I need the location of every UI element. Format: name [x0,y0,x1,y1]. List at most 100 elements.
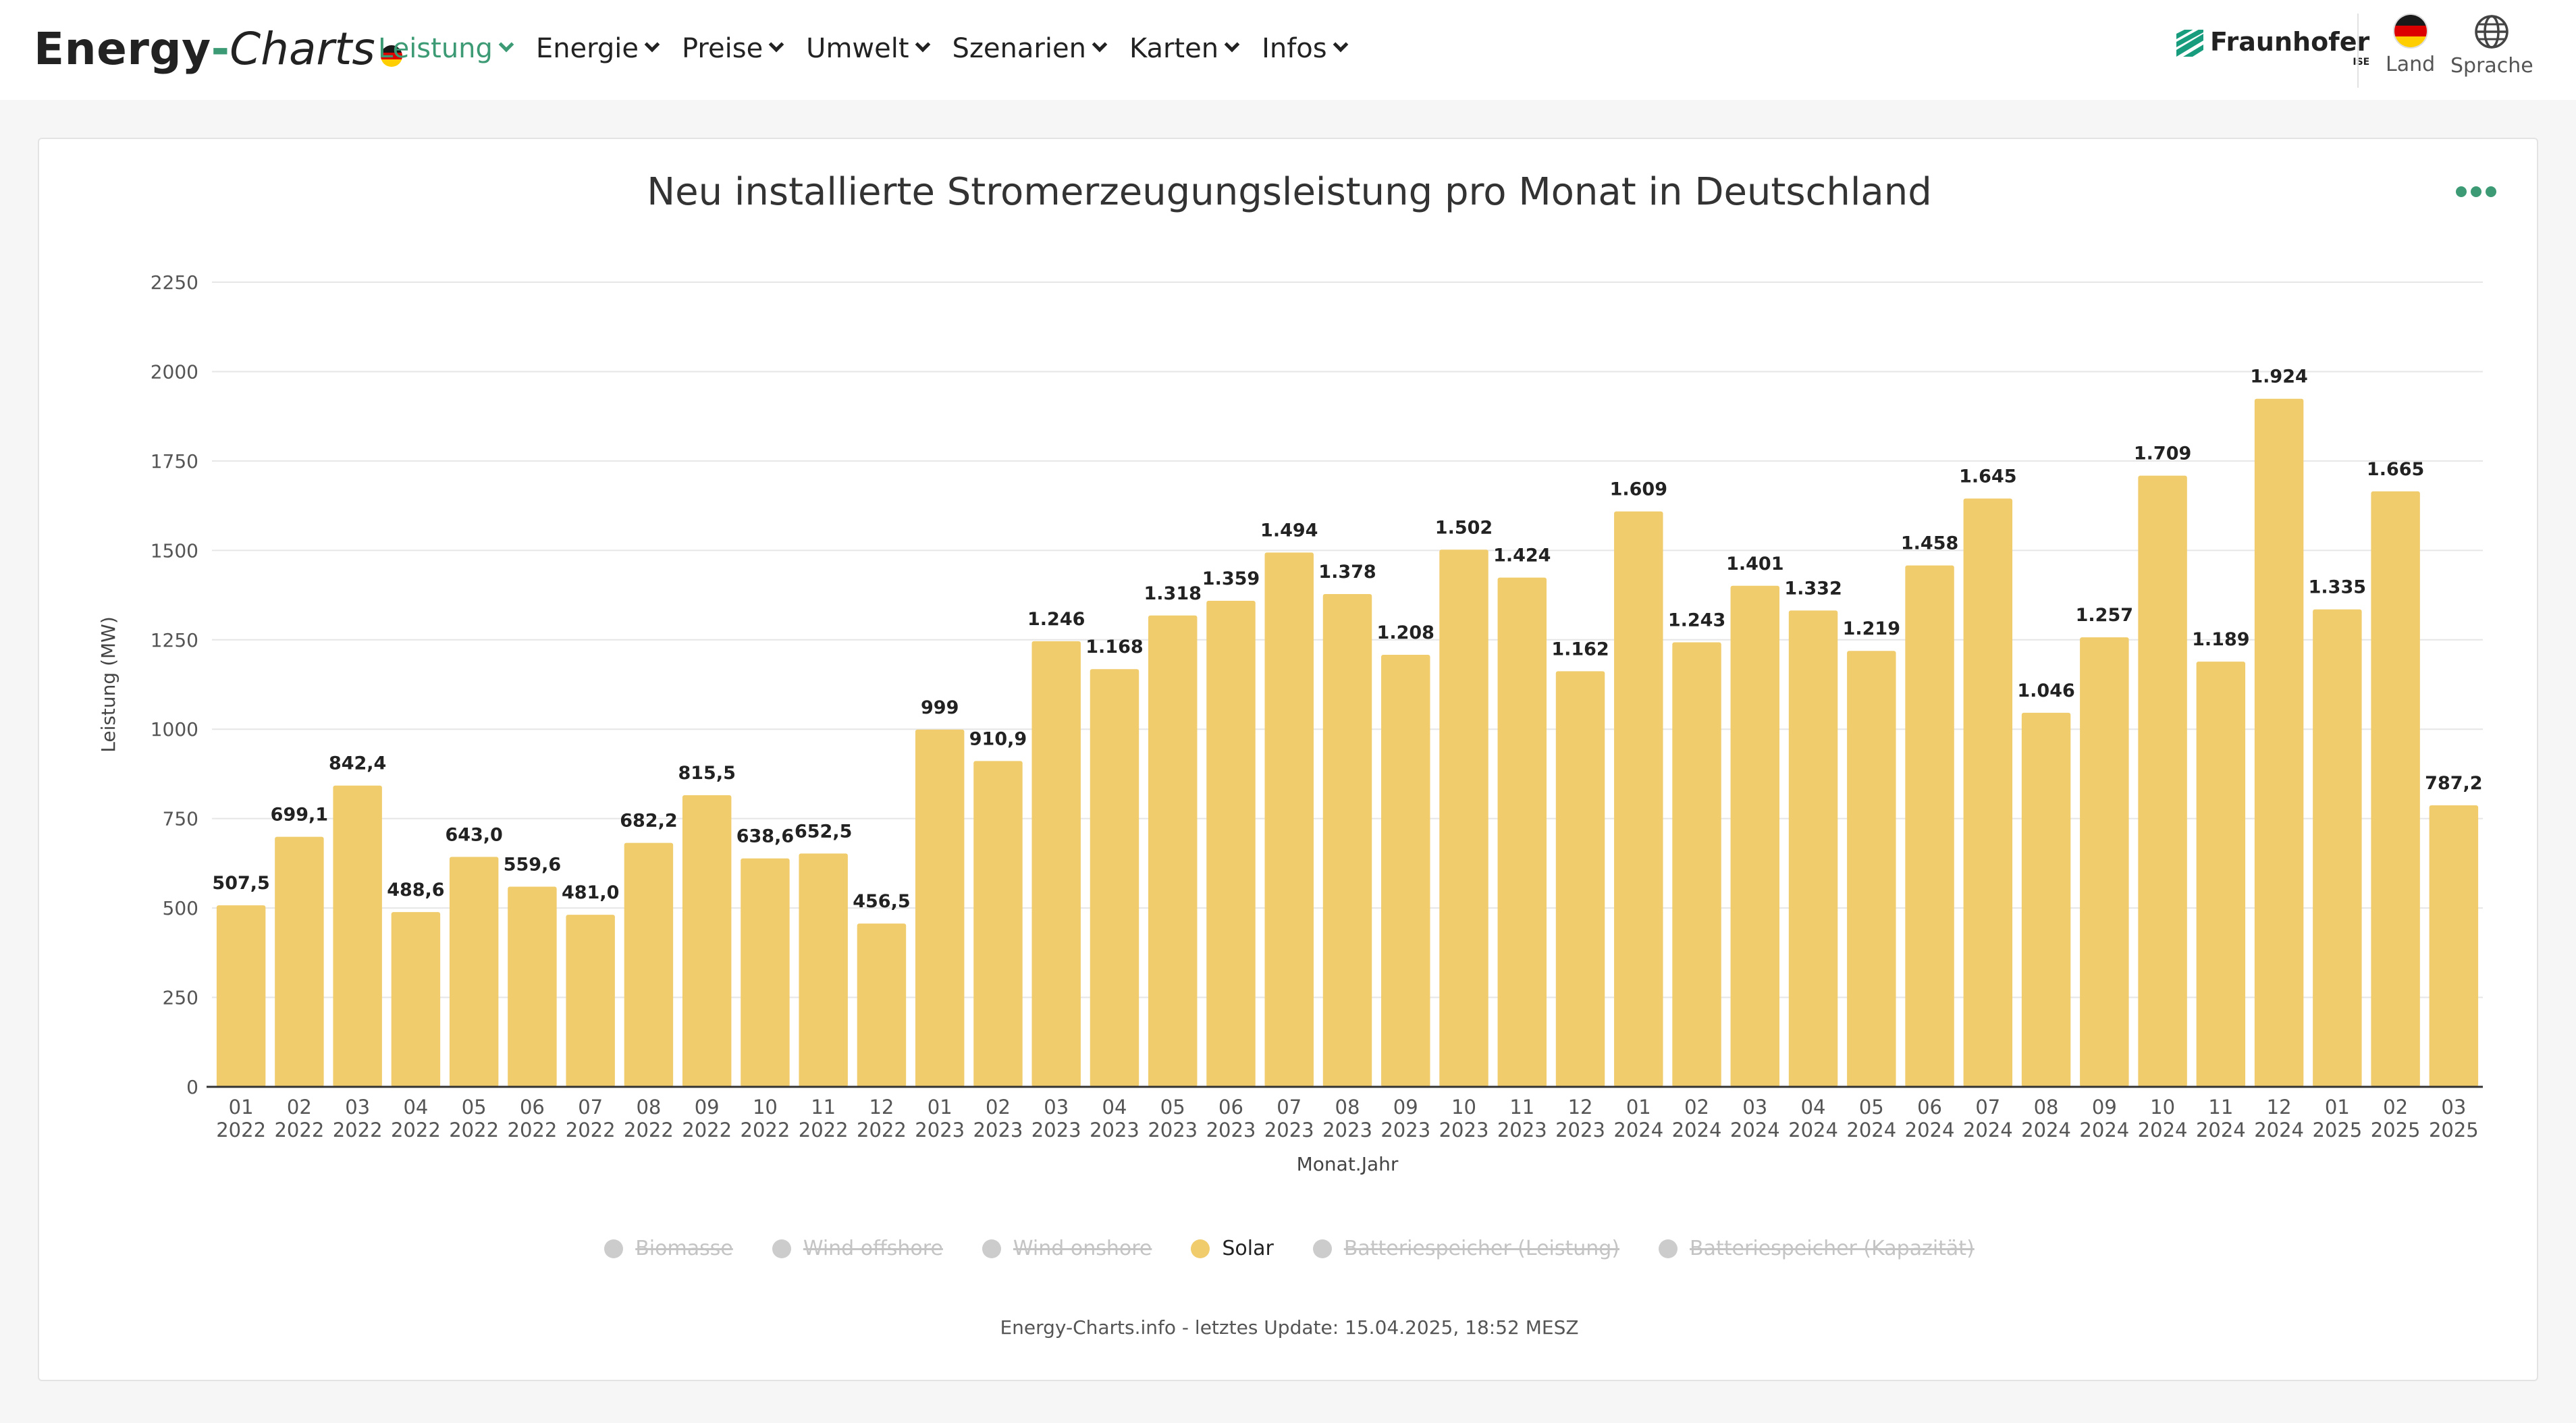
language-selector-button[interactable]: Sprache [2450,14,2533,88]
bar-solar [2429,805,2479,1087]
bar-chart-plot: 0 250 500 750 1000 1250 1500 1750 2000 2250 Leistu… [97,271,2483,1175]
nav-item-umwelt[interactable]: Umwelt [806,28,930,69]
nav-item-infos[interactable]: Infos [1262,28,1348,69]
bar-solar [1148,615,1198,1087]
y-tick-label: 1500 [151,539,198,562]
bar-value-label: 682,2 [620,811,677,832]
german-flag-icon [2392,14,2428,49]
x-tick-label-month: 02 [1684,1096,1709,1119]
x-tick-label-month: 01 [928,1096,952,1119]
x-tick-label-month: 02 [287,1096,312,1119]
x-tick-label-year: 2022 [682,1119,732,1142]
bar-value-label: 1.208 [1377,622,1434,643]
x-tick-label-month: 08 [2034,1096,2059,1119]
bar-solar [1614,511,1663,1087]
x-tick-label-month: 05 [462,1096,487,1119]
nav-item-label: Karten [1129,33,1219,64]
top-header: Energy - Charts Leistung Energie Preise Um… [0,0,2576,100]
bar-solar [275,836,324,1087]
bar-solar [2021,712,2071,1087]
bar-solar [1963,498,2013,1087]
bar-value-label: 1.645 [1959,466,2016,487]
legend-item-batteriespeicher-kapazitaet[interactable]: Batteriespeicher (Kapazität) [1659,1237,1975,1260]
nav-item-karten[interactable]: Karten [1129,28,1240,69]
bar-value-label: 1.609 [1610,479,1667,500]
bar-solar [741,858,790,1087]
fraunhofer-logo[interactable]: Fraunhofer ISE [2176,27,2369,81]
chevron-down-icon [1092,36,1108,53]
legend-label: Solar [1222,1237,1274,1260]
nav-item-energie[interactable]: Energie [536,28,660,69]
legend-item-wind-onshore[interactable]: Wind onshore [982,1237,1152,1260]
country-selector-button[interactable]: Land [2386,14,2435,88]
y-tick-label: 500 [163,897,198,919]
legend-dot-icon [1312,1239,1332,1258]
x-tick-label-month: 08 [1335,1096,1360,1119]
x-tick-label-month: 09 [2092,1096,2117,1119]
fraunhofer-mark-icon [2176,30,2203,57]
x-tick-label-month: 02 [2383,1096,2408,1119]
legend-item-wind-offshore[interactable]: Wind offshore [772,1237,943,1260]
y-tick-label: 1750 [151,450,198,473]
bar-solar [1555,671,1605,1087]
x-tick-label-month: 10 [2150,1096,2175,1119]
x-tick-label-month: 01 [229,1096,254,1119]
country-label: Land [2386,53,2436,76]
bar-value-label: 456,5 [853,891,910,912]
x-tick-label-month: 06 [1917,1096,1942,1119]
x-tick-label-month: 07 [1975,1096,2000,1119]
nav-item-label: Infos [1262,33,1327,64]
chevron-down-icon [768,36,784,53]
legend-label: Biomasse [635,1237,733,1260]
bar-value-label: 1.665 [2367,459,2424,480]
y-tick-label: 2250 [151,271,198,294]
bar-solar [1905,565,1954,1087]
x-tick-label-year: 2022 [566,1119,616,1142]
x-tick-label-year: 2023 [1439,1119,1489,1142]
bar-solar [1322,593,1372,1087]
x-tick-label-year: 2022 [274,1119,324,1142]
legend-label: Batteriespeicher (Leistung) [1343,1237,1620,1260]
bar-solar [1730,585,1780,1087]
bar-value-label: 1.189 [2192,629,2249,650]
x-tick-label-month: 09 [695,1096,720,1119]
x-tick-label-year: 2025 [2371,1119,2421,1142]
x-tick-label-year: 2023 [1322,1119,1372,1142]
nav-item-leistung[interactable]: Leistung [378,28,514,69]
x-tick-label-year: 2024 [1672,1119,1722,1142]
chevron-down-icon [498,36,514,53]
nav-item-preise[interactable]: Preise [682,28,784,69]
x-tick-label-year: 2023 [1090,1119,1139,1142]
x-tick-label-month: 03 [345,1096,370,1119]
main-navigation: Leistung Energie Preise Umwelt Szenarien… [378,28,1370,69]
bar-value-label: 1.332 [1784,578,1842,599]
bar-value-label: 999 [921,697,959,718]
x-tick-label-year: 2023 [1148,1119,1198,1142]
logo-part-charts: Charts [230,23,375,75]
bar-solar [2313,609,2362,1087]
logo-part-dash: - [211,23,230,75]
nav-item-szenarien[interactable]: Szenarien [952,28,1108,69]
fraunhofer-sub: ISE [2353,57,2370,68]
legend-item-batteriespeicher-leistung[interactable]: Batteriespeicher (Leistung) [1312,1237,1620,1260]
chevron-down-icon [1224,36,1240,53]
x-tick-label-year: 2022 [624,1119,674,1142]
chart-card: Neu installierte Stromerzeugungsleistung… [38,138,2538,1381]
x-tick-label-year: 2024 [1963,1119,2013,1142]
energy-charts-logo[interactable]: Energy - Charts [34,23,402,77]
x-tick-label-month: 09 [1393,1096,1418,1119]
legend-dot-icon [772,1239,791,1258]
legend-item-biomasse[interactable]: Biomasse [604,1237,733,1260]
y-tick-label: 2000 [151,360,198,383]
legend-item-solar[interactable]: Solar [1191,1237,1274,1260]
bar-solar [2196,662,2246,1087]
x-tick-label-month: 11 [1509,1096,1534,1119]
legend-label: Wind offshore [803,1237,943,1260]
x-tick-label-year: 2024 [1730,1119,1780,1142]
chart-menu-button[interactable] [2456,186,2496,197]
menu-dot-icon [2471,186,2481,197]
bar-solar [216,905,266,1087]
x-tick-label-year: 2024 [2196,1119,2246,1142]
chart-title: Neu installierte Stromerzeugungsleistung… [647,170,1932,214]
bar-solar [915,729,965,1087]
